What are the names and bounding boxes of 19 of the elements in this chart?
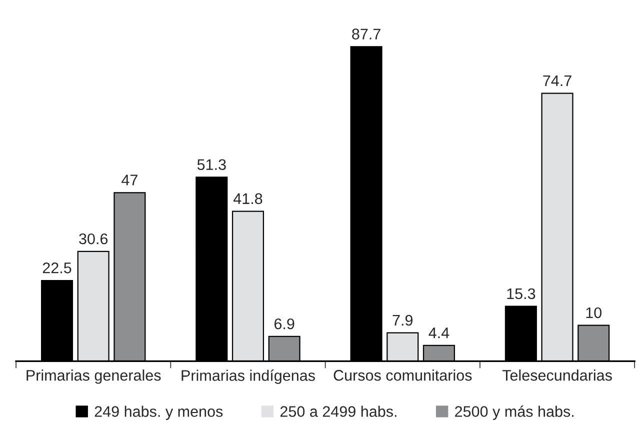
legend-label: 249 habs. y menos <box>94 406 223 420</box>
data-label: 22.5 <box>42 262 72 274</box>
data-label: 51.3 <box>197 159 226 170</box>
data-label: 4.4 <box>428 328 450 338</box>
data-label: 87.7 <box>352 28 380 40</box>
data-label: 6.9 <box>274 318 294 330</box>
data-label: 74.7 <box>543 75 572 86</box>
data-label: 41.8 <box>233 193 262 204</box>
legend-label: 2500 y más habs. <box>455 406 574 420</box>
legend-label: 250 a 2499 habs. <box>280 406 396 417</box>
data-label: 15.3 <box>507 288 536 300</box>
data-label: 10 <box>586 307 602 318</box>
x-tick-label: Primarias indígenas <box>182 370 315 384</box>
data-label: 30.6 <box>79 233 108 244</box>
data-label: 7.9 <box>392 314 413 326</box>
x-tick-label: Telesecundarias <box>502 370 612 381</box>
data-label: 47 <box>122 174 138 186</box>
x-tick-label: Primarias generales <box>26 370 161 384</box>
x-tick-label: Cursos comunitarios <box>334 370 472 381</box>
